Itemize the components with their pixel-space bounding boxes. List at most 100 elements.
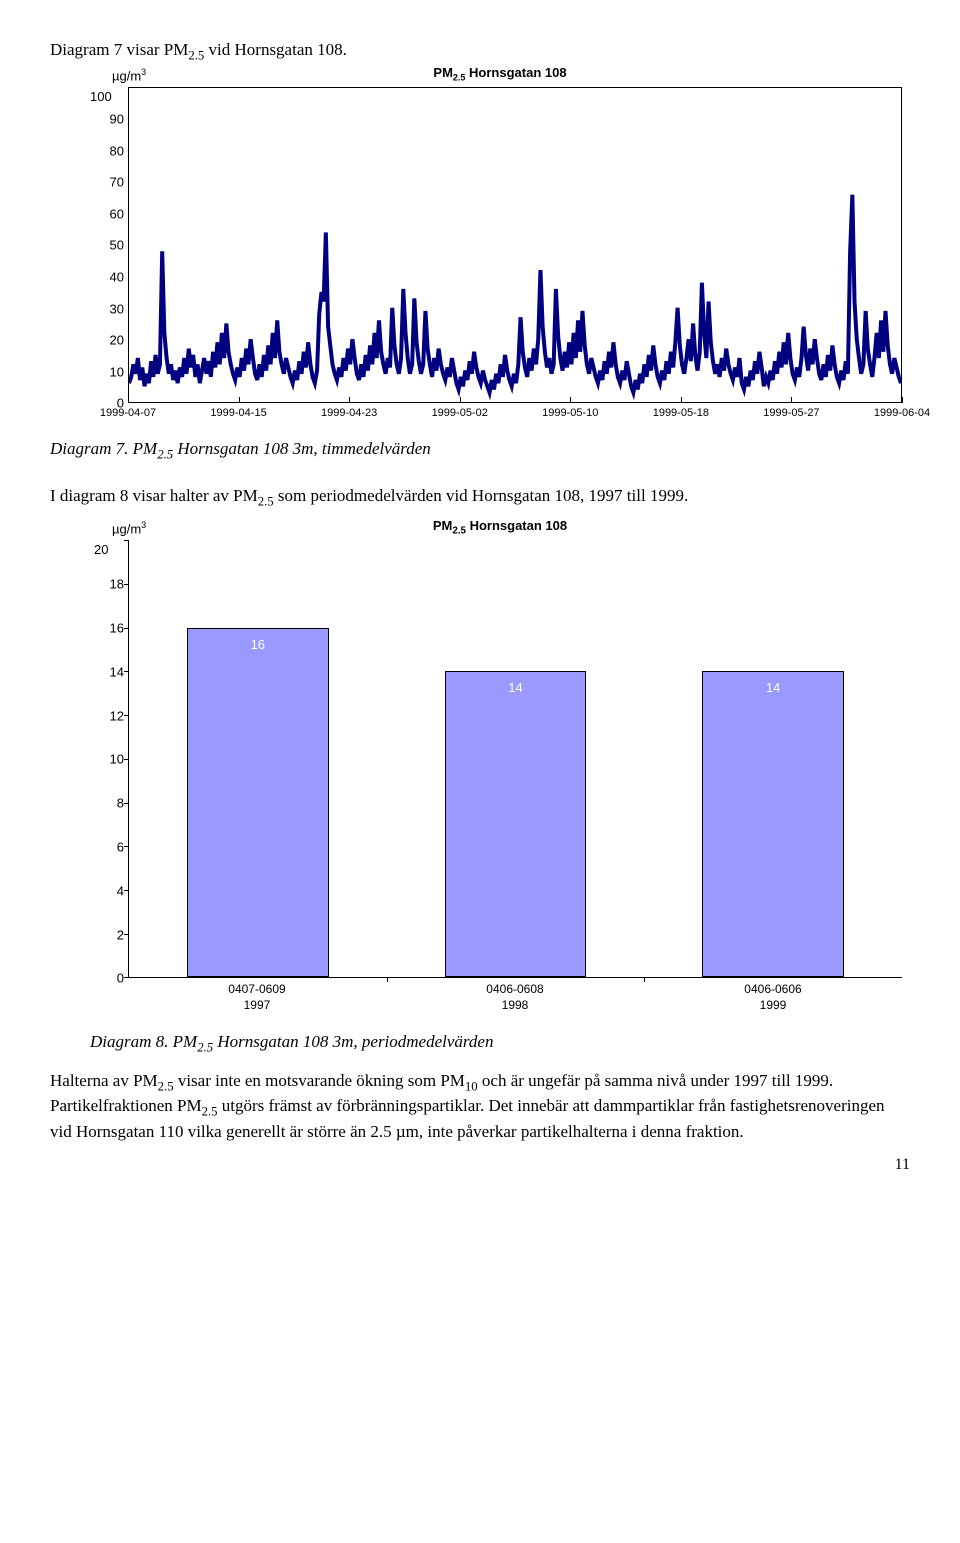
bar: 14 xyxy=(702,671,844,977)
x-tick-label: 1999-05-10 xyxy=(542,407,598,419)
x-tick-mark xyxy=(239,397,240,403)
bar-value-label: 14 xyxy=(703,680,843,695)
x-tick-label: 1999-05-27 xyxy=(763,407,819,419)
unit-sup: 3 xyxy=(141,67,146,77)
mid-paragraph: I diagram 8 visar halter av PM2.5 som pe… xyxy=(50,485,910,511)
tsub: 2.5 xyxy=(453,73,466,83)
y-tick-label: 4 xyxy=(117,883,124,898)
t2: Hornsgatan 108 xyxy=(465,65,566,80)
chart-title: PM2.5 Hornsgatan 108 xyxy=(433,65,566,83)
x-tick-mark xyxy=(460,397,461,403)
x-tick-mark xyxy=(128,397,129,403)
x-tick-mark xyxy=(570,397,571,403)
y-tick-label: 8 xyxy=(117,796,124,811)
x-tick-mark xyxy=(349,397,350,403)
t2: Hornsgatan 108 xyxy=(466,518,567,533)
y-axis-labels: 0102030405060708090 xyxy=(90,87,124,403)
s: 2.5 xyxy=(258,494,274,508)
x-tick-label: 0407-06091997 xyxy=(228,982,285,1013)
t: Diagram 7. PM xyxy=(50,439,157,458)
x-tick-label: 1999-04-07 xyxy=(100,407,156,419)
y-tick-label: 60 xyxy=(110,206,124,221)
t2: Hornsgatan 108 3m, timmedelvärden xyxy=(173,439,431,458)
y-tick-mark xyxy=(124,890,129,891)
y-axis-labels: 024681012141618 xyxy=(90,540,124,978)
y-tick-label: 0 xyxy=(117,971,124,986)
line-svg xyxy=(129,88,901,402)
y-tick-mark xyxy=(124,540,129,541)
x-tick-label: 0406-06081998 xyxy=(486,982,543,1013)
text: vid Hornsgatan 108. xyxy=(204,40,347,59)
y-tick-mark xyxy=(124,803,129,804)
x-tick-label: 1999-04-23 xyxy=(321,407,377,419)
line-chart: 100 µg/m3 PM2.5 Hornsgatan 108 010203040… xyxy=(90,69,910,429)
s: 2.5 xyxy=(202,1105,218,1119)
t1: PM xyxy=(433,65,453,80)
plot-area: 16 14 14 xyxy=(128,540,902,978)
y-tick-label: 40 xyxy=(110,269,124,284)
y-tick-label: 6 xyxy=(117,839,124,854)
data-line xyxy=(129,195,901,393)
y-tick-label: 16 xyxy=(110,620,124,635)
chart-title: PM2.5 Hornsgatan 108 xyxy=(433,518,567,537)
x-axis-labels: 0407-06091997 0406-06081998 0406-06061999 xyxy=(128,978,902,1022)
y-tick-mark xyxy=(124,759,129,760)
plot-area xyxy=(128,87,902,403)
sub: 2.5 xyxy=(188,48,204,62)
bar-chart: 20 µg/m3 PM2.5 Hornsgatan 108 0246810121… xyxy=(90,522,910,1022)
y-tick-label: 2 xyxy=(117,927,124,942)
y-tick-label: 30 xyxy=(110,301,124,316)
y-tick-label: 90 xyxy=(110,111,124,126)
y-tick-label: 14 xyxy=(110,664,124,679)
y-tick-mark xyxy=(124,671,129,672)
y-tick-mark xyxy=(124,846,129,847)
unit-sup: 3 xyxy=(141,520,146,530)
y-tick-label: 12 xyxy=(110,708,124,723)
x-tick-mark xyxy=(681,397,682,403)
y-unit-label: 100 µg/m3 xyxy=(112,67,146,83)
y-tick-label: 70 xyxy=(110,175,124,190)
bar: 14 xyxy=(445,671,587,977)
y-tick-mark xyxy=(124,934,129,935)
x-tick-mark xyxy=(791,397,792,403)
x-tick-label: 1999-05-02 xyxy=(432,407,488,419)
t: visar inte en motsvarande ökning som PM xyxy=(174,1071,465,1090)
x-tick-label: 0406-06061999 xyxy=(744,982,801,1013)
x-axis-labels: 1999-04-071999-04-151999-04-231999-05-02… xyxy=(128,403,902,429)
bar-chart-wrap: 20 µg/m3 PM2.5 Hornsgatan 108 0246810121… xyxy=(50,522,910,1022)
diagram8-caption: Diagram 8. PM2.5 Hornsgatan 108 3m, peri… xyxy=(90,1032,910,1055)
y-tick-mark xyxy=(124,584,129,585)
t: Halterna av PM xyxy=(50,1071,158,1090)
x-tick-mark xyxy=(902,397,903,403)
y-tick-mark xyxy=(124,628,129,629)
bar-value-label: 16 xyxy=(188,637,328,652)
bar-value-label: 14 xyxy=(446,680,586,695)
y-unit-label: 20 µg/m3 xyxy=(112,520,146,536)
tsub: 2.5 xyxy=(452,526,466,537)
text: Diagram 7 visar PM xyxy=(50,40,188,59)
s: 2.5 xyxy=(157,448,173,462)
y-tick-label: 50 xyxy=(110,238,124,253)
t: Diagram 8. PM xyxy=(90,1032,197,1051)
unit-text: µg/m xyxy=(112,522,141,537)
line-chart-wrap: 100 µg/m3 PM2.5 Hornsgatan 108 010203040… xyxy=(50,69,910,429)
s: 2.5 xyxy=(158,1079,174,1093)
s: 10 xyxy=(465,1079,478,1093)
x-tick-label: 1999-06-04 xyxy=(874,407,930,419)
y-tick-label: 10 xyxy=(110,364,124,379)
unit-text: µg/m xyxy=(112,69,141,84)
y-tick-label: 10 xyxy=(110,752,124,767)
t2: som periodmedelvärden vid Hornsgatan 108… xyxy=(274,486,689,505)
t1: PM xyxy=(433,518,453,533)
y-tick-label: 18 xyxy=(110,577,124,592)
y-tick-mark xyxy=(124,715,129,716)
bar: 16 xyxy=(187,628,329,978)
x-tick-label: 1999-04-15 xyxy=(210,407,266,419)
y-tick-label: 20 xyxy=(110,333,124,348)
t: I diagram 8 visar halter av PM xyxy=(50,486,258,505)
intro-caption: Diagram 7 visar PM2.5 vid Hornsgatan 108… xyxy=(50,40,910,63)
diagram7-caption: Diagram 7. PM2.5 Hornsgatan 108 3m, timm… xyxy=(50,439,910,462)
s: 2.5 xyxy=(197,1041,213,1055)
y-tick-label: 80 xyxy=(110,143,124,158)
page-number: 11 xyxy=(895,1156,910,1174)
